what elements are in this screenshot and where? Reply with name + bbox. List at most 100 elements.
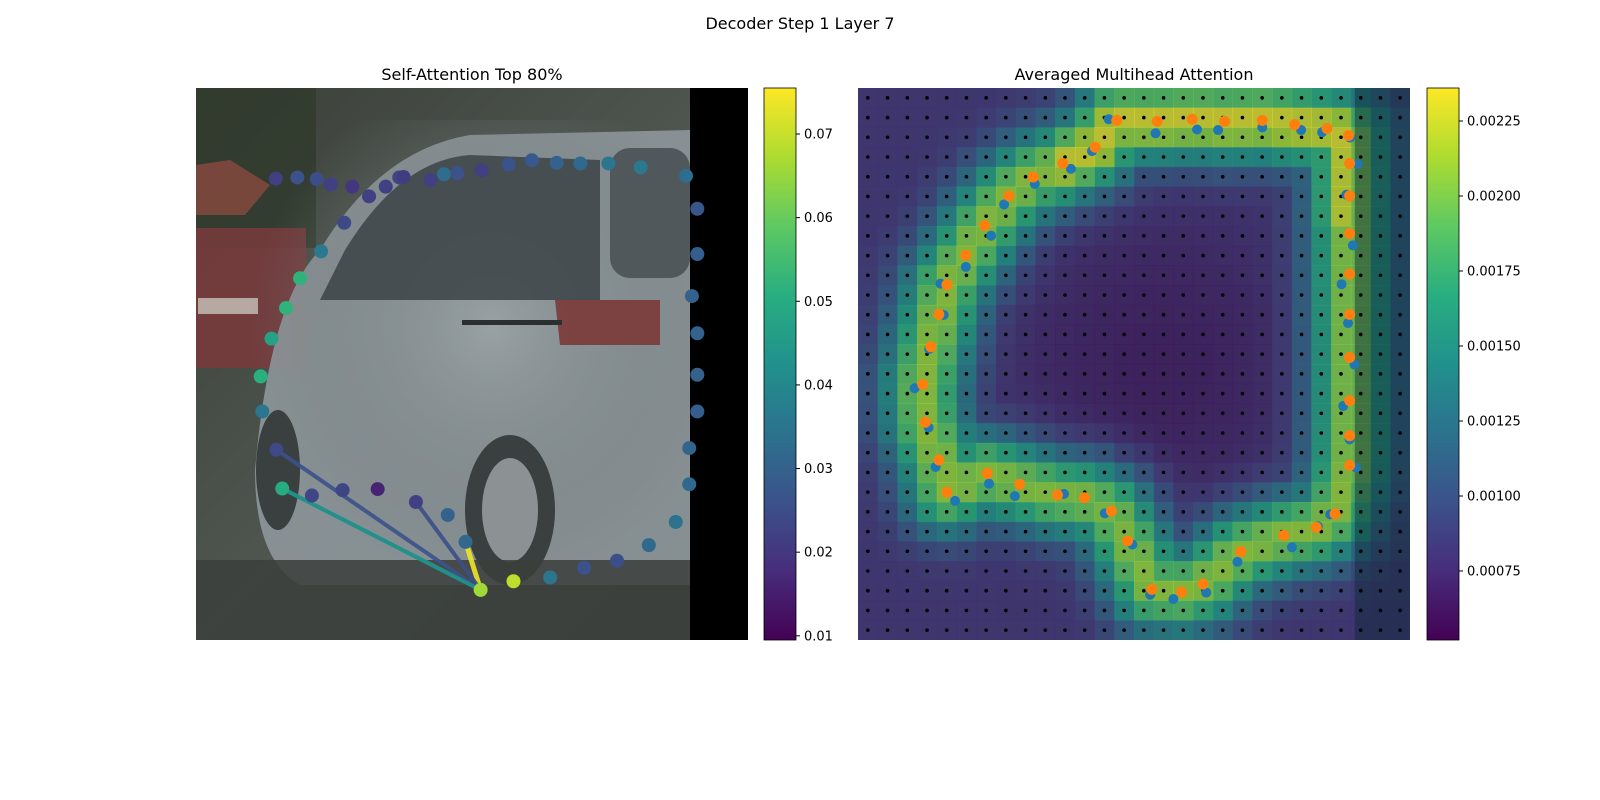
grid-point <box>1181 549 1186 554</box>
grid-point <box>1339 174 1343 179</box>
grid-point <box>964 470 969 475</box>
grid-point <box>1102 549 1107 554</box>
grid-point <box>1142 234 1146 238</box>
reference-point-30 <box>950 495 961 506</box>
grid-point <box>1319 391 1324 396</box>
grid-point <box>1299 569 1304 573</box>
attention-point-40 <box>255 404 270 419</box>
grid-point <box>964 352 969 356</box>
grid-point <box>1122 588 1126 593</box>
grid-point <box>944 214 949 218</box>
grid-point <box>1299 253 1304 258</box>
grid-point <box>1063 450 1067 455</box>
grid-point <box>1004 352 1008 356</box>
grid-point <box>944 273 949 278</box>
grid-point <box>1319 411 1324 416</box>
grid-point <box>925 411 929 416</box>
grid-point <box>1122 569 1126 573</box>
grid-point <box>885 352 890 356</box>
grid-point <box>1299 96 1304 100</box>
grid-point <box>1260 96 1264 100</box>
grid-point <box>1004 411 1008 416</box>
grid-point <box>1102 608 1107 613</box>
grid-point <box>1339 234 1343 238</box>
grid-point <box>1260 549 1264 554</box>
reference-point-41 <box>1065 163 1076 174</box>
grid-point <box>1398 155 1402 159</box>
grid-point <box>1220 273 1225 278</box>
predicted-point-7 <box>1343 129 1355 141</box>
grid-point <box>1161 411 1166 416</box>
grid-point <box>1378 569 1383 573</box>
grid-point <box>866 352 870 356</box>
grid-point <box>1102 431 1107 435</box>
grid-point <box>1043 135 1048 140</box>
grid-point <box>866 135 870 140</box>
attention-link-1 <box>274 447 483 592</box>
grid-point <box>1161 450 1166 455</box>
right-grid-points <box>866 96 1402 632</box>
grid-point <box>1082 214 1087 218</box>
grid-point <box>1260 174 1264 179</box>
grid-point <box>1122 96 1126 100</box>
attention-point-12 <box>549 155 564 170</box>
grid-point <box>1240 450 1245 455</box>
grid-point <box>1339 214 1343 218</box>
grid-point <box>1181 155 1186 159</box>
grid-point <box>1181 490 1186 494</box>
grid-point <box>1201 628 1205 632</box>
grid-point <box>925 549 929 554</box>
grid-point <box>1023 293 1028 297</box>
grid-point <box>944 510 949 514</box>
attention-point-28 <box>577 560 592 575</box>
grid-point <box>1102 569 1107 573</box>
grid-point <box>1319 352 1324 356</box>
grid-point <box>1201 273 1205 278</box>
grid-point <box>1043 96 1048 100</box>
grid-point <box>1122 628 1126 632</box>
grid-point <box>1240 490 1245 494</box>
attention-point-18 <box>690 247 705 262</box>
predicted-point-25 <box>1105 505 1117 517</box>
grid-point <box>925 155 929 159</box>
grid-point <box>885 549 890 554</box>
predicted-point-22 <box>1175 586 1187 598</box>
left-panel-title: Self-Attention Top 80% <box>381 65 563 84</box>
grid-point <box>885 194 890 199</box>
attention-point-45 <box>314 244 329 259</box>
grid-point <box>1378 293 1383 297</box>
grid-point <box>885 431 890 435</box>
grid-point <box>1023 529 1028 534</box>
grid-point <box>885 312 890 317</box>
right-colorbar <box>1426 87 1460 641</box>
grid-point <box>1201 450 1205 455</box>
grid-point <box>925 253 929 258</box>
grid-point <box>1280 312 1284 317</box>
grid-point <box>1378 312 1383 317</box>
grid-point <box>1161 431 1166 435</box>
grid-point <box>1220 608 1225 613</box>
grid-point <box>1299 608 1304 613</box>
grid-point <box>1220 155 1225 159</box>
grid-point <box>925 628 929 632</box>
right-colorbar-tick-label-3: 0.00150 <box>1467 340 1521 355</box>
attention-point-20 <box>690 326 705 341</box>
grid-point <box>866 115 870 120</box>
grid-point <box>944 332 949 337</box>
grid-point <box>1240 470 1245 475</box>
attention-link-3 <box>463 539 484 593</box>
grid-point <box>905 96 910 100</box>
grid-point <box>1339 628 1343 632</box>
reference-point-12 <box>1343 318 1354 329</box>
grid-point <box>1122 214 1126 218</box>
grid-point <box>905 352 910 356</box>
grid-point <box>1063 214 1067 218</box>
grid-point <box>925 312 929 317</box>
grid-point <box>1043 253 1048 258</box>
grid-point <box>984 391 988 396</box>
grid-point <box>1142 332 1146 337</box>
grid-point <box>1299 135 1304 140</box>
grid-point <box>944 411 949 416</box>
predicted-point-33 <box>917 378 929 390</box>
grid-point <box>1398 174 1402 179</box>
